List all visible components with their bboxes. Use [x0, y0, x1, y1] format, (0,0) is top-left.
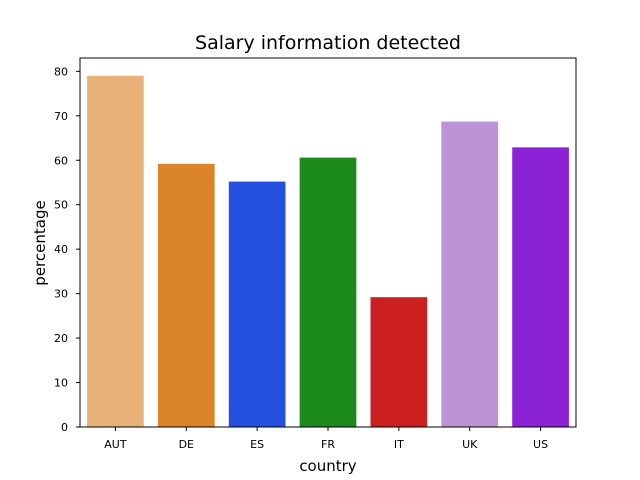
x-tick-label: DE: [179, 438, 194, 451]
bar-uk: [441, 121, 499, 427]
x-tick-label: ES: [250, 438, 264, 451]
y-tick-label: 50: [54, 199, 68, 212]
x-tick-label: IT: [394, 438, 404, 451]
bar-aut: [87, 75, 144, 427]
y-tick-label: 0: [61, 421, 68, 434]
bar-es: [228, 181, 286, 427]
y-tick-label: 80: [54, 65, 68, 78]
axes-frame: [79, 57, 577, 428]
bars-group: [87, 75, 569, 428]
bar-it: [370, 297, 428, 427]
bar-de: [157, 163, 215, 427]
y-tick-label: 20: [54, 332, 68, 345]
y-axis-label: percentage: [31, 200, 49, 285]
x-tick-label: UK: [462, 438, 478, 451]
chart-title: Salary information detected: [195, 32, 461, 54]
y-tick-label: 10: [54, 377, 68, 390]
y-tick-label: 70: [54, 110, 68, 123]
x-tick-label: FR: [321, 438, 335, 451]
x-tick-label: AUT: [104, 438, 127, 451]
y-tick-label: 40: [54, 243, 68, 256]
y-axis: 0 10 20 30 40 50 60 70 80: [54, 65, 80, 434]
x-axis: AUT DE ES FR IT UK US: [104, 427, 548, 451]
x-axis-label: country: [299, 457, 356, 475]
bar-us: [512, 147, 569, 428]
bar-fr: [299, 157, 357, 427]
x-tick-label: US: [533, 438, 548, 451]
y-tick-label: 60: [54, 154, 68, 167]
y-tick-label: 30: [54, 288, 68, 301]
